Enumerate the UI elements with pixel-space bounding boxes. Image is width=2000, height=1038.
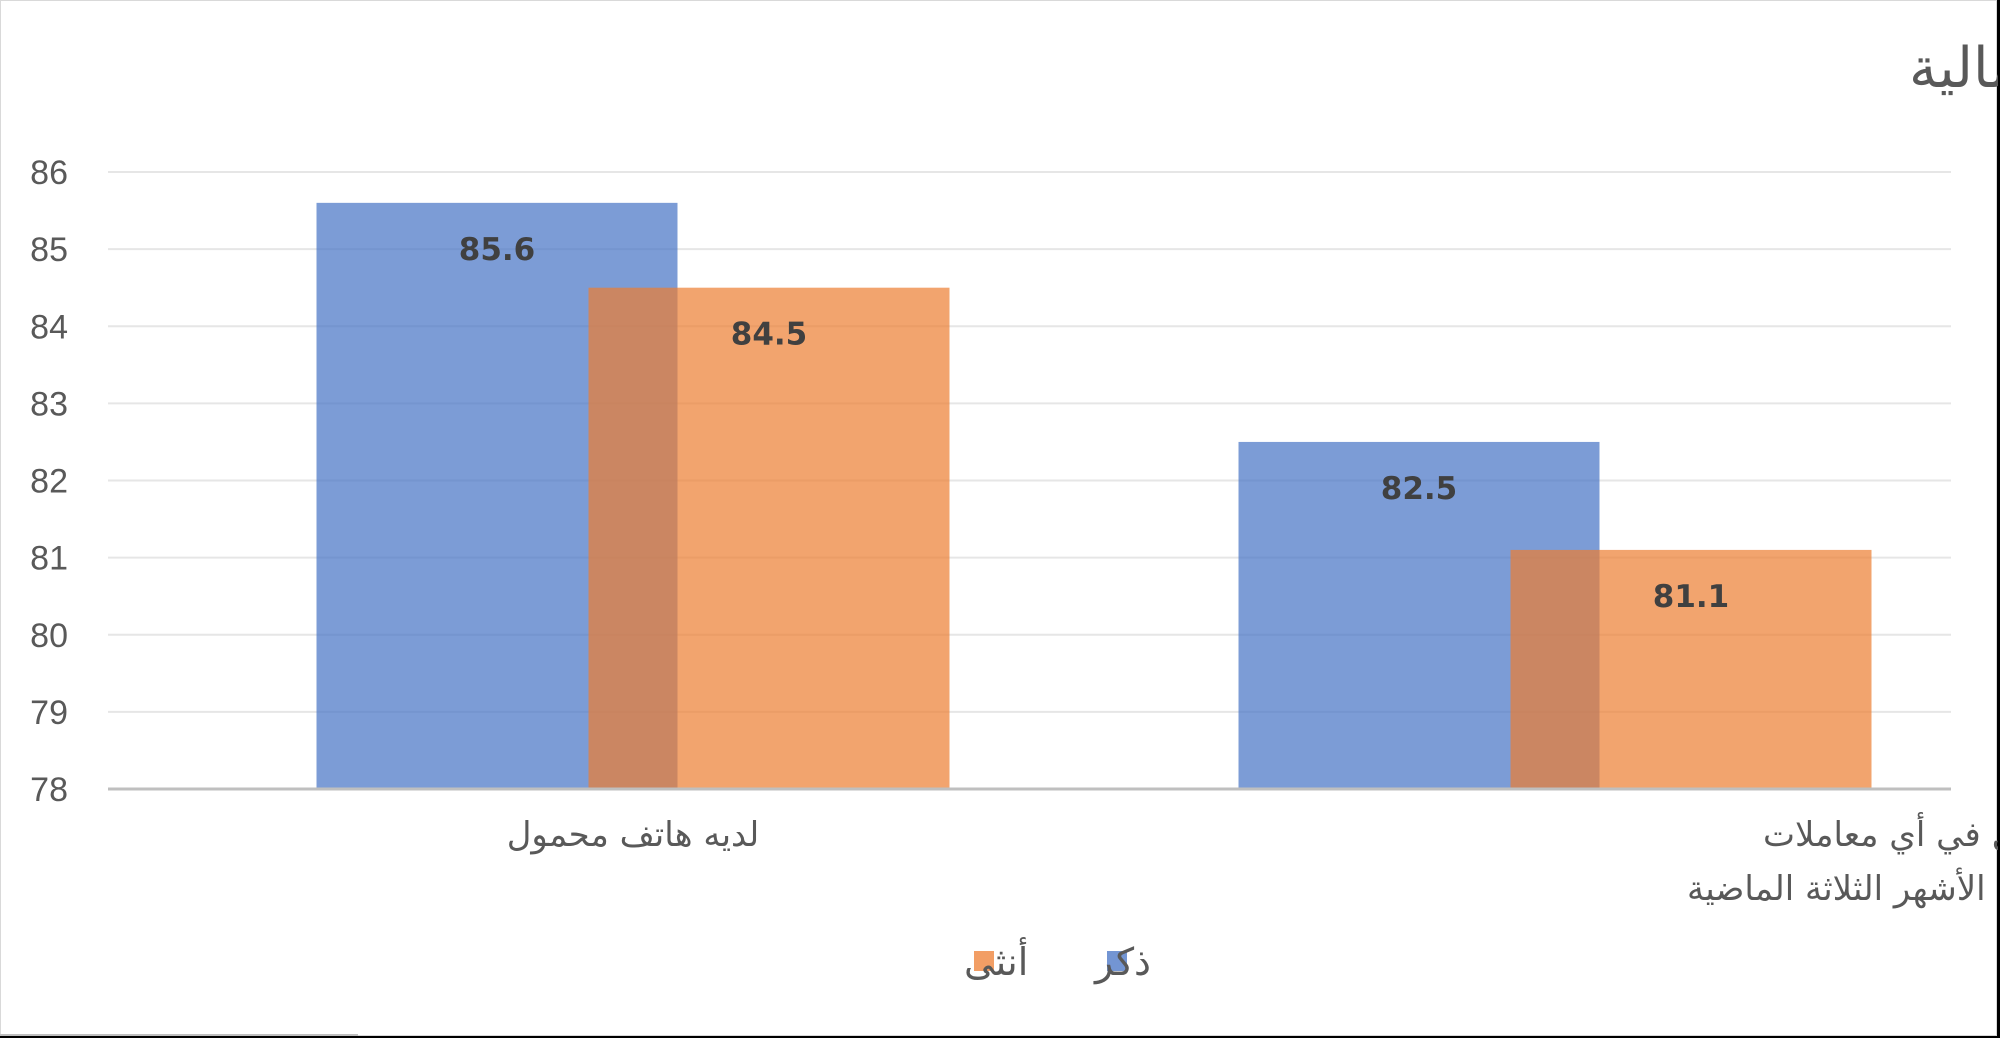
bar-female-2 (1510, 549, 1872, 789)
legend-swatch (974, 951, 994, 971)
y-tick-label: 78 (30, 771, 68, 809)
y-tick-label: 83 (30, 385, 68, 423)
category-label: استخدام الهاتف المحمول في أي معاملات (1763, 812, 1998, 855)
data-labels: 85.6 82.5 84.5 81.1 (459, 232, 1730, 615)
y-tick-label: 85 (30, 231, 68, 269)
y-axis-ticks: 78 79 80 81 82 83 84 85 86 (30, 154, 68, 809)
bar-female-1 (588, 287, 950, 789)
y-tick-label: 82 (30, 463, 68, 501)
data-label: 85.6 (459, 232, 536, 268)
y-tick-label: 80 (30, 617, 68, 655)
category-labels: لديه هاتف محمول استخدام الهاتف المحمول في… (507, 812, 1998, 909)
y-tick-label: 79 (30, 694, 68, 732)
y-tick-label: 84 (30, 308, 68, 346)
footnote-divider (0, 1034, 358, 1036)
data-label: 81.1 (1653, 579, 1730, 615)
legend-label: أنثى (964, 937, 1028, 984)
chart-title: ملكية الهاتف المحمول واستخدامه في المعام… (1909, 36, 1998, 101)
bars (316, 202, 1872, 790)
y-tick-label: 86 (30, 154, 68, 192)
category-label: لديه هاتف محمول (507, 815, 760, 855)
legend: ذكر أنثى (964, 937, 1151, 985)
legend-label: ذكر (1093, 940, 1151, 985)
data-label: 84.5 (731, 317, 808, 353)
category-label: مالية في الأشهر الثلاثة الماضية (1687, 867, 1998, 909)
data-label: 82.5 (1381, 471, 1458, 507)
legend-swatch (1107, 951, 1127, 971)
y-tick-label: 81 (30, 540, 68, 578)
